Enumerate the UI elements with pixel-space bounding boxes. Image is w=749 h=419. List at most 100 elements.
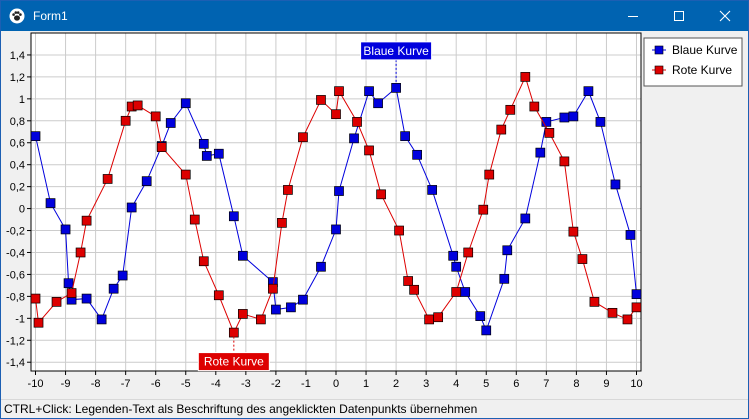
data-point[interactable] <box>120 115 131 126</box>
data-point[interactable] <box>403 276 413 286</box>
data-point[interactable] <box>180 169 191 180</box>
data-point[interactable] <box>30 131 41 142</box>
data-point[interactable] <box>316 261 326 272</box>
data-point[interactable] <box>81 215 92 226</box>
chart-legend[interactable]: Blaue Kurve Rote Kurve <box>643 37 743 87</box>
data-point[interactable] <box>589 297 600 307</box>
data-point[interactable] <box>334 86 344 97</box>
data-point[interactable] <box>451 261 462 272</box>
title-bar[interactable]: Form1 <box>1 1 748 31</box>
data-point[interactable] <box>478 204 489 215</box>
data-point[interactable] <box>373 98 383 109</box>
data-point[interactable] <box>595 117 606 127</box>
data-point[interactable] <box>448 250 459 261</box>
data-point[interactable] <box>331 224 341 235</box>
data-point[interactable] <box>352 117 362 127</box>
data-point[interactable] <box>30 293 41 304</box>
data-point[interactable] <box>126 202 137 213</box>
data-point[interactable] <box>409 284 419 295</box>
data-point[interactable] <box>268 283 278 294</box>
line-chart[interactable]: -10 -9 -8 -7 -6 -5 -4 -3 -2 -1 0 1 2 3 4 5 6 7 8 9 10-1,4-1,… <box>1 31 748 399</box>
data-point[interactable] <box>496 124 507 135</box>
data-point[interactable] <box>559 112 570 123</box>
data-point[interactable] <box>583 86 594 97</box>
data-point[interactable] <box>198 256 209 267</box>
data-point[interactable] <box>132 100 143 111</box>
data-point[interactable] <box>237 309 248 319</box>
data-point[interactable] <box>108 283 119 294</box>
data-point[interactable] <box>559 156 570 167</box>
data-point[interactable] <box>544 128 555 138</box>
data-point[interactable] <box>451 287 462 297</box>
data-point[interactable] <box>427 185 438 195</box>
data-point[interactable] <box>51 297 62 307</box>
data-point[interactable] <box>298 294 308 305</box>
data-point[interactable] <box>484 169 495 180</box>
data-point[interactable] <box>66 288 77 298</box>
data-point[interactable] <box>502 245 513 256</box>
data-point[interactable] <box>529 101 540 112</box>
data-point[interactable] <box>96 314 107 325</box>
data-point[interactable] <box>316 95 326 105</box>
data-point[interactable] <box>625 230 636 240</box>
data-point[interactable] <box>81 293 92 304</box>
data-point[interactable] <box>331 109 341 120</box>
data-point[interactable] <box>45 198 56 208</box>
data-point[interactable] <box>228 211 239 222</box>
data-point[interactable] <box>198 138 209 149</box>
data-point[interactable] <box>213 290 224 301</box>
data-point[interactable] <box>75 247 86 258</box>
data-point[interactable] <box>117 270 128 281</box>
data-point[interactable] <box>424 314 435 325</box>
data-point[interactable] <box>577 254 588 264</box>
data-point[interactable] <box>364 86 374 97</box>
data-point[interactable] <box>286 302 296 313</box>
data-point[interactable] <box>607 307 618 318</box>
data-point[interactable] <box>394 225 404 236</box>
data-point[interactable] <box>622 314 633 325</box>
maximize-button[interactable] <box>656 1 702 31</box>
data-point[interactable] <box>156 142 167 152</box>
data-point[interactable] <box>364 145 374 156</box>
data-point[interactable] <box>433 312 444 323</box>
data-point[interactable] <box>535 147 546 158</box>
data-point[interactable] <box>189 214 200 225</box>
data-point[interactable] <box>499 273 510 284</box>
data-point[interactable] <box>237 250 248 261</box>
paw-icon[interactable] <box>9 8 25 24</box>
data-point[interactable] <box>610 179 621 190</box>
data-point[interactable] <box>271 304 281 315</box>
data-point[interactable] <box>60 224 71 235</box>
annotation-label-box[interactable] <box>360 41 433 61</box>
data-point[interactable] <box>520 213 531 224</box>
data-point[interactable] <box>213 148 224 159</box>
data-point[interactable] <box>283 185 293 195</box>
data-point[interactable] <box>391 83 401 93</box>
data-point[interactable] <box>277 218 287 228</box>
chart-area[interactable]: -10 -9 -8 -7 -6 -5 -4 -3 -2 -1 0 1 2 3 4 5 6 7 8 9 10 -1,4 -1,… <box>1 31 748 399</box>
data-point[interactable] <box>631 302 642 313</box>
data-point[interactable] <box>520 72 531 82</box>
data-point[interactable] <box>201 151 212 161</box>
close-button[interactable] <box>702 1 748 31</box>
data-point[interactable] <box>631 289 642 300</box>
data-point[interactable] <box>568 111 579 122</box>
data-point[interactable] <box>349 133 359 144</box>
data-point[interactable] <box>180 98 191 109</box>
data-point[interactable] <box>460 287 471 297</box>
data-point[interactable] <box>376 189 386 200</box>
data-point[interactable] <box>568 226 579 237</box>
data-point[interactable] <box>412 149 422 160</box>
data-point[interactable] <box>165 118 176 128</box>
data-point[interactable] <box>33 317 44 328</box>
data-point[interactable] <box>63 278 74 289</box>
data-point[interactable] <box>256 314 266 325</box>
data-point[interactable] <box>150 111 161 122</box>
data-point[interactable] <box>475 311 486 321</box>
data-point[interactable] <box>334 186 344 196</box>
data-point[interactable] <box>481 325 492 336</box>
data-point[interactable] <box>141 176 152 186</box>
minimize-button[interactable] <box>610 1 656 31</box>
data-point[interactable] <box>400 131 410 142</box>
data-point[interactable] <box>298 132 308 143</box>
